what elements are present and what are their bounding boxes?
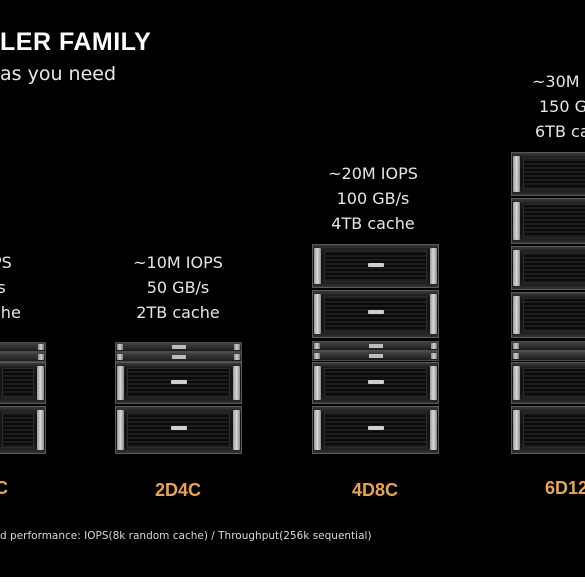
model-2d4c-throughput: 50 GB/s <box>146 278 210 297</box>
model-4d8c-specs: ~20M IOPS 100 GB/s 4TB cache <box>313 161 433 236</box>
server-unit <box>0 362 46 404</box>
server-unit <box>511 292 585 338</box>
page-title: LER FAMILY <box>0 28 152 56</box>
page-subtitle: as you need <box>0 63 117 85</box>
model-2d4c-label: 2D4C <box>155 480 202 500</box>
server-unit <box>0 406 46 454</box>
server-rail <box>115 352 242 362</box>
server-unit <box>511 152 585 196</box>
server-unit <box>312 244 439 288</box>
server-unit <box>511 198 585 244</box>
server-rail <box>0 352 46 362</box>
footnote: d performance: IOPS(8k random cache) / T… <box>0 530 372 542</box>
model-6d12-label: 6D12 <box>545 478 585 498</box>
server-rail <box>312 341 439 351</box>
model-2d4c-iops: ~10M IOPS <box>133 253 223 272</box>
server-unit <box>115 362 242 404</box>
server-unit <box>511 362 585 404</box>
model-4d8c-throughput: 100 GB/s <box>336 189 410 208</box>
model-4d8c-cache: 4TB cache <box>331 214 415 233</box>
model-6d12-cache: 6TB ca <box>535 122 585 141</box>
model-4d8c-label: 4D8C <box>352 480 399 500</box>
model-6d12-iops: ~30M IO <box>532 72 585 91</box>
server-rail <box>0 342 46 352</box>
model-1-throughput: /s <box>0 278 6 297</box>
model-1-cache: che <box>0 303 21 322</box>
model-4d8c-iops: ~20M IOPS <box>328 164 418 183</box>
model-2d4c-specs: ~10M IOPS 50 GB/s 2TB cache <box>118 250 238 325</box>
model-1-iops: PS <box>0 253 12 272</box>
model-6d12-throughput: 150 G <box>539 97 585 116</box>
model-6d12-specs: ~30M IO 150 G 6TB ca <box>532 69 585 144</box>
model-1-specs: PS /s che <box>0 250 32 325</box>
server-unit <box>312 362 439 404</box>
server-unit <box>312 290 439 338</box>
server-rail <box>312 351 439 361</box>
server-rail <box>115 342 242 352</box>
server-unit <box>511 246 585 290</box>
server-unit <box>115 406 242 454</box>
server-rail <box>511 341 585 351</box>
model-2d4c-cache: 2TB cache <box>136 303 220 322</box>
server-unit <box>312 406 439 454</box>
server-rail <box>511 351 585 361</box>
model-1-label: C <box>0 478 8 498</box>
server-unit <box>511 406 585 454</box>
bottom-divider <box>0 577 585 583</box>
